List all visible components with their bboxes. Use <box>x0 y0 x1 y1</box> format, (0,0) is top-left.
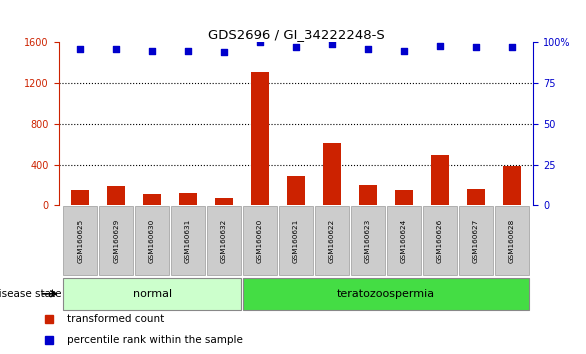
Point <box>183 48 193 53</box>
Point <box>435 43 444 48</box>
Point <box>363 46 373 52</box>
Text: disease state: disease state <box>0 289 62 299</box>
FancyBboxPatch shape <box>63 278 241 310</box>
Bar <box>287 176 305 205</box>
Bar <box>431 155 449 205</box>
Point <box>76 46 85 52</box>
Text: GSM160621: GSM160621 <box>293 218 299 263</box>
Text: teratozoospermia: teratozoospermia <box>337 289 435 299</box>
Text: GSM160630: GSM160630 <box>149 218 155 263</box>
Point <box>148 48 157 53</box>
FancyBboxPatch shape <box>351 206 385 275</box>
Point <box>255 40 265 45</box>
FancyBboxPatch shape <box>315 206 349 275</box>
FancyBboxPatch shape <box>243 206 277 275</box>
FancyBboxPatch shape <box>495 206 529 275</box>
Point <box>399 48 408 53</box>
FancyBboxPatch shape <box>63 206 97 275</box>
Bar <box>215 198 233 205</box>
Text: GSM160620: GSM160620 <box>257 218 263 263</box>
FancyBboxPatch shape <box>171 206 205 275</box>
FancyBboxPatch shape <box>207 206 241 275</box>
Point <box>219 50 229 55</box>
FancyBboxPatch shape <box>279 206 313 275</box>
Text: GSM160631: GSM160631 <box>185 218 191 263</box>
Point <box>327 41 336 47</box>
Bar <box>143 194 161 205</box>
Bar <box>395 189 413 205</box>
Bar <box>323 143 341 205</box>
Bar <box>71 189 89 205</box>
Bar <box>107 187 125 205</box>
FancyBboxPatch shape <box>387 206 421 275</box>
Text: GSM160626: GSM160626 <box>437 218 443 263</box>
Point <box>111 46 121 52</box>
Title: GDS2696 / GI_34222248-S: GDS2696 / GI_34222248-S <box>207 28 384 41</box>
Text: GSM160629: GSM160629 <box>113 218 119 263</box>
Text: GSM160628: GSM160628 <box>509 218 515 263</box>
Text: GSM160627: GSM160627 <box>473 218 479 263</box>
Bar <box>359 185 377 205</box>
FancyBboxPatch shape <box>423 206 457 275</box>
FancyBboxPatch shape <box>135 206 169 275</box>
Bar <box>466 189 485 205</box>
Bar <box>251 72 269 205</box>
Point <box>507 45 516 50</box>
Bar <box>179 193 197 205</box>
Text: normal: normal <box>132 289 172 299</box>
Text: GSM160623: GSM160623 <box>365 218 371 263</box>
FancyBboxPatch shape <box>459 206 493 275</box>
Text: GSM160622: GSM160622 <box>329 218 335 263</box>
FancyBboxPatch shape <box>243 278 529 310</box>
Point <box>291 45 301 50</box>
Text: GSM160625: GSM160625 <box>77 218 83 263</box>
Text: percentile rank within the sample: percentile rank within the sample <box>67 335 243 345</box>
Text: transformed count: transformed count <box>67 314 164 324</box>
Bar <box>503 166 521 205</box>
FancyBboxPatch shape <box>99 206 133 275</box>
Text: GSM160624: GSM160624 <box>401 218 407 263</box>
Text: GSM160632: GSM160632 <box>221 218 227 263</box>
Point <box>471 45 481 50</box>
